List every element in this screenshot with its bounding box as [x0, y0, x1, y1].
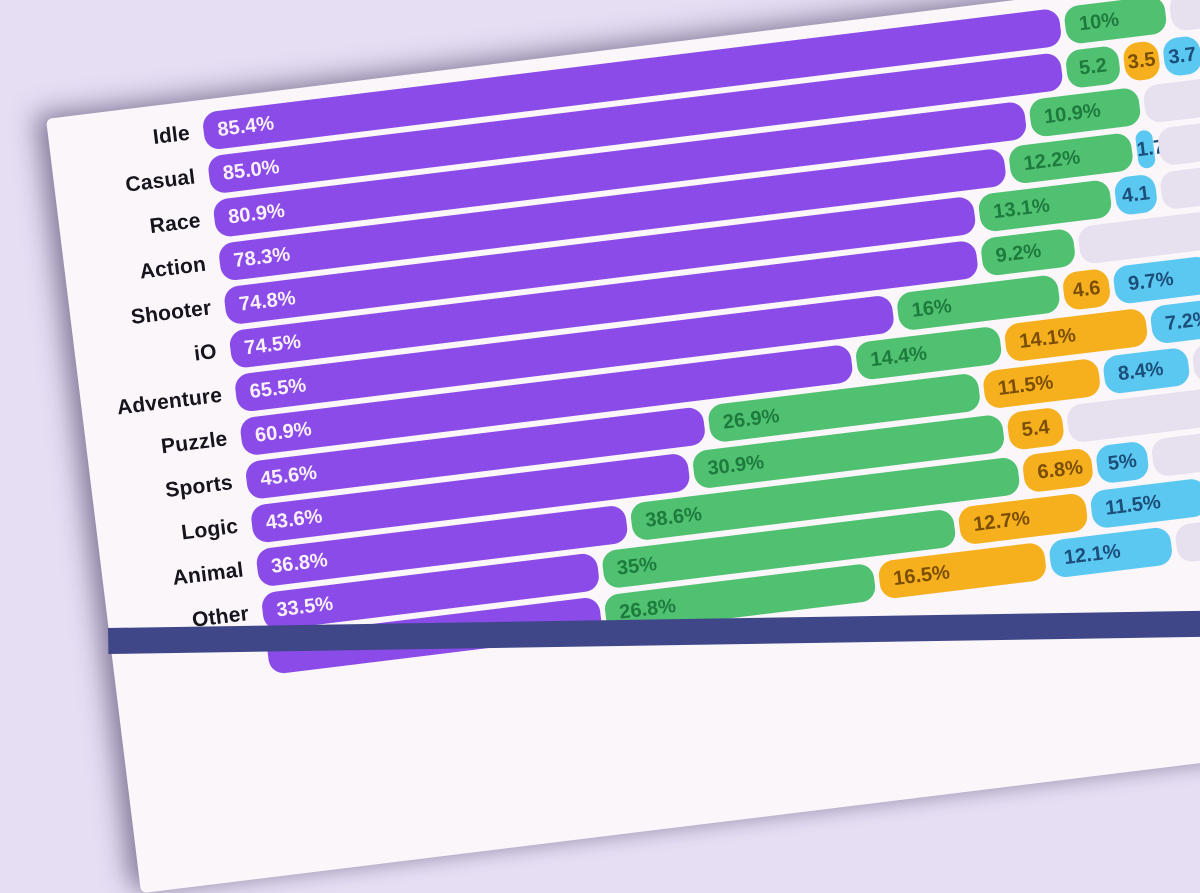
bar-segment-rest: [1158, 162, 1200, 211]
bar-segment-blue: 3.7: [1161, 34, 1200, 78]
row-label: Animal: [171, 558, 245, 590]
bar-segment-orange: 6.8%: [1021, 447, 1095, 494]
row-label: Race: [148, 209, 202, 239]
bar-segment-orange: 4.6: [1061, 267, 1112, 312]
bar-segment-rest: [1191, 336, 1200, 384]
row-label: [114, 656, 268, 675]
page: { "chart_data": { "type": "bar", "orient…: [46, 0, 1200, 893]
row-label: Shooter: [129, 296, 213, 330]
bar-segment-orange: 5.4: [1006, 406, 1066, 451]
bar-segment-green: 5.2: [1064, 44, 1122, 90]
bar-segment-blue: 9.7%: [1112, 255, 1200, 305]
bar-segment-rest: [1173, 511, 1200, 564]
bar-segment-green: 10.9%: [1028, 86, 1142, 138]
bar-segment-blue: 4.1: [1113, 173, 1159, 217]
bar-segment-orange: 3.5: [1121, 40, 1162, 83]
row-label: Casual: [124, 165, 197, 197]
stacked-bar-chart: Idle 85.4% 10% Casual 85.0% 5.2 3.5 3.7 Race 80.9…: [48, 0, 1200, 694]
bar-segment-blue: 5%: [1094, 440, 1150, 485]
bar-segment-rest: [1156, 119, 1200, 167]
bar-segment-blue: 11.5%: [1089, 477, 1200, 530]
bar-segment-rest: [1168, 0, 1200, 33]
row-label: iO: [192, 340, 219, 366]
bar-segment-green: 12.2%: [1007, 132, 1135, 185]
chart-card: Idle 85.4% 10% Casual 85.0% 5.2 3.5 3.7 Race 80.9…: [46, 0, 1200, 893]
bar-segment-orange: 11.5%: [981, 357, 1102, 410]
row-label: Logic: [180, 514, 240, 545]
bar-segment-blue: 7.2%: [1149, 298, 1200, 345]
row-label: Puzzle: [159, 427, 229, 459]
row-label: Action: [138, 252, 208, 284]
bar-segment-green: 9.2%: [979, 227, 1077, 277]
row-label: Sports: [164, 471, 235, 503]
bar-segment-blue: 12.1%: [1047, 526, 1174, 579]
row-label: Adventure: [115, 383, 224, 420]
bar-segment-blue: 8.4%: [1101, 346, 1191, 395]
bar-segment-green: 10%: [1062, 0, 1168, 45]
row-label: Idle: [151, 121, 192, 150]
bar-segment-rest: [1142, 76, 1200, 124]
bar-segment-blue: 1.7: [1134, 129, 1166, 170]
